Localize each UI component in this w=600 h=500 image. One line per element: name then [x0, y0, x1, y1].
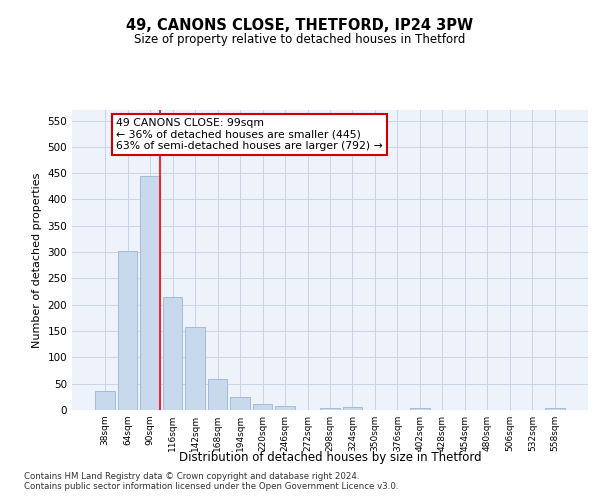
- Bar: [208, 380, 227, 410]
- Bar: [185, 328, 205, 410]
- Y-axis label: Number of detached properties: Number of detached properties: [32, 172, 42, 348]
- Text: Distribution of detached houses by size in Thetford: Distribution of detached houses by size …: [179, 451, 481, 464]
- Bar: [320, 408, 340, 410]
- Bar: [410, 408, 430, 410]
- Bar: [230, 397, 250, 410]
- Bar: [253, 404, 272, 410]
- Bar: [545, 408, 565, 410]
- Bar: [95, 390, 115, 410]
- Text: 49, CANONS CLOSE, THETFORD, IP24 3PW: 49, CANONS CLOSE, THETFORD, IP24 3PW: [127, 18, 473, 32]
- Text: Contains HM Land Registry data © Crown copyright and database right 2024.: Contains HM Land Registry data © Crown c…: [24, 472, 359, 481]
- Bar: [140, 176, 160, 410]
- Text: Contains public sector information licensed under the Open Government Licence v3: Contains public sector information licen…: [24, 482, 398, 491]
- Text: Size of property relative to detached houses in Thetford: Size of property relative to detached ho…: [134, 32, 466, 46]
- Bar: [343, 407, 362, 410]
- Bar: [275, 406, 295, 410]
- Bar: [118, 250, 137, 410]
- Bar: [163, 297, 182, 410]
- Text: 49 CANONS CLOSE: 99sqm
← 36% of detached houses are smaller (445)
63% of semi-de: 49 CANONS CLOSE: 99sqm ← 36% of detached…: [116, 118, 383, 151]
